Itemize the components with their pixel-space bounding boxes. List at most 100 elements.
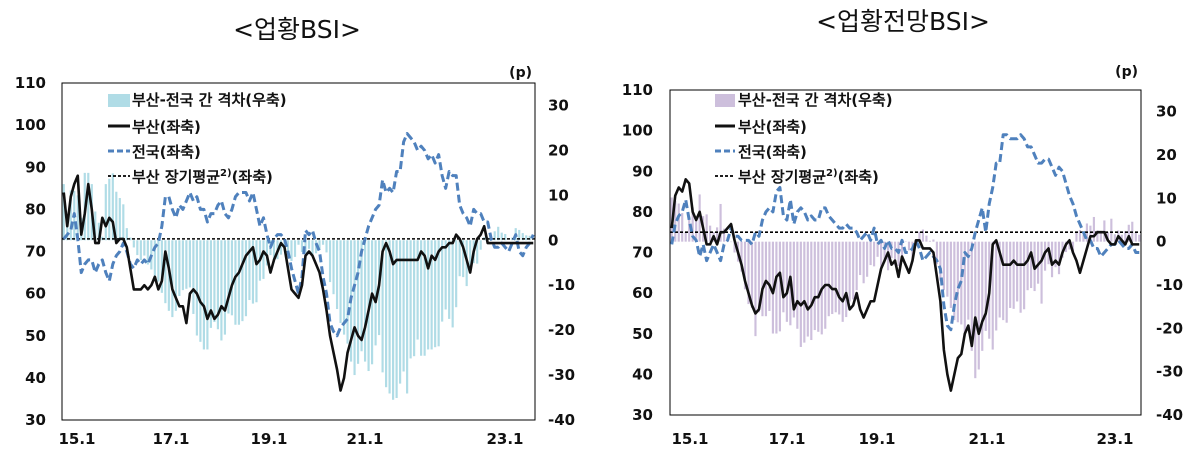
gap-bar (392, 240, 395, 400)
right-axis-unit: (p) (1115, 64, 1138, 80)
gap-bar (413, 240, 416, 357)
y-right-tick-label: -10 (548, 276, 575, 294)
gap-bar (479, 240, 482, 250)
gap-bar (740, 241, 743, 272)
gap-bar (722, 228, 726, 242)
gap-bar (852, 241, 855, 300)
y-left-tick-label: 110 (622, 81, 653, 99)
gap-bar (827, 241, 830, 317)
gap-bar (1057, 241, 1061, 275)
gap-bar (674, 200, 677, 242)
y-left-tick-label: 50 (25, 327, 46, 345)
gap-bar (705, 214, 708, 242)
x-tick-label: 21.1 (346, 430, 383, 448)
gap-bar (300, 240, 304, 252)
y-left-tick-label: 40 (25, 369, 46, 387)
gap-bar (866, 241, 869, 277)
gap-bar (1120, 234, 1123, 242)
gap-bar (335, 240, 339, 310)
gap-bar (216, 240, 220, 330)
gap-bar (810, 241, 813, 341)
gap-bar (87, 172, 90, 241)
gap-bar (792, 241, 795, 318)
gap-bar (1099, 230, 1102, 242)
gap-bar (262, 240, 265, 279)
gap-bar (1071, 241, 1075, 253)
gap-bar (1030, 241, 1033, 289)
gap-bar (925, 235, 928, 242)
gap-bar (399, 240, 402, 384)
gap-bar (420, 240, 423, 356)
gap-bar (388, 240, 391, 394)
gap-bar (681, 213, 684, 242)
gap-bar (859, 241, 862, 276)
y-right-tick-label: 0 (548, 231, 558, 249)
gap-bar (1134, 232, 1137, 242)
legend-label: 부산(좌축) (132, 118, 201, 136)
gap-bar (1113, 234, 1116, 242)
gap-bar (695, 216, 698, 242)
gap-bar (782, 241, 785, 313)
gap-bar (764, 241, 768, 317)
y-right-tick-label: 10 (548, 186, 569, 204)
y-left-tick-label: 80 (632, 203, 653, 221)
y-left-tick-label: 110 (15, 74, 46, 92)
gap-bar (66, 217, 69, 241)
gap-bar (272, 240, 276, 263)
gap-bar (963, 241, 966, 336)
gap-bar (1124, 231, 1127, 242)
gap-bar (817, 241, 820, 332)
gap-bar (220, 240, 223, 341)
gap-bar (325, 240, 328, 253)
gap-bar (984, 241, 987, 331)
gap-bar (139, 240, 142, 261)
gap-bar (132, 240, 135, 248)
legend-label: 부산 장기평균2)(좌축) (738, 168, 879, 186)
gap-bar (363, 240, 367, 362)
gap-bar (845, 241, 848, 318)
gap-bar (991, 241, 994, 350)
gap-bar (935, 241, 938, 265)
gap-bar (876, 241, 879, 257)
gap-bar (448, 240, 451, 319)
gap-bar (974, 241, 977, 379)
gap-bar (118, 198, 121, 241)
gap-bar (504, 233, 507, 241)
gap-bar (129, 237, 132, 241)
gap-bar (841, 241, 844, 322)
gap-bar (1026, 241, 1029, 291)
gap-bar (907, 241, 911, 251)
gap-bar (1068, 241, 1071, 250)
gap-bar (946, 241, 949, 297)
gap-bar (181, 240, 184, 291)
y-left-tick-label: 50 (632, 325, 653, 343)
gap-bar (374, 240, 377, 346)
gap-bar (757, 241, 761, 313)
gap-bar (115, 191, 118, 241)
legend-swatch-gap (715, 94, 735, 107)
y-left-tick-label: 80 (25, 200, 46, 218)
gap-bar (290, 240, 293, 261)
gap-bar (339, 240, 342, 323)
gap-bar (192, 240, 195, 314)
gap-bar (942, 241, 945, 291)
gap-bar (928, 240, 932, 242)
gap-bar (691, 207, 694, 242)
gap-bar (921, 229, 925, 242)
y-right-tick-label: 20 (548, 141, 569, 159)
gap-bar (199, 240, 202, 342)
gap-bar (370, 240, 374, 365)
y-left-tick-label: 100 (622, 122, 653, 140)
gap-bar (157, 240, 160, 282)
gap-bar (213, 240, 216, 323)
gap-bar (381, 240, 384, 373)
gap-bar (360, 240, 363, 352)
x-tick-label: 15.1 (671, 430, 708, 448)
gap-bar (684, 232, 687, 242)
gap-bar (423, 240, 426, 356)
gap-bar (143, 240, 146, 256)
gap-bar (981, 241, 984, 351)
gap-bar (796, 241, 799, 329)
gap-bar (178, 240, 181, 296)
legend-label: 부산-전국 간 격차(우축) (738, 91, 893, 109)
